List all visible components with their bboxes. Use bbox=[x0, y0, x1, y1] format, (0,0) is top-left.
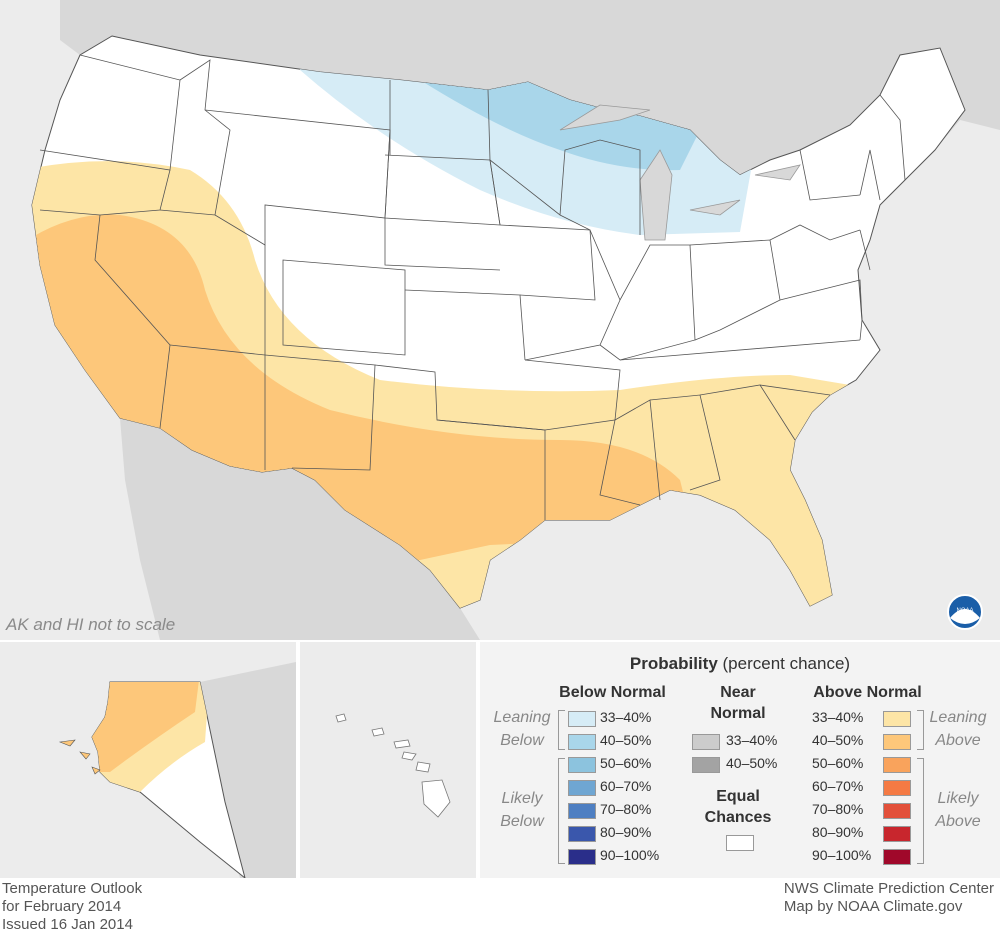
near-normal-item-label: 40–50% bbox=[726, 755, 778, 771]
leaning-below-label: Leaning Below bbox=[486, 706, 558, 752]
noaa-logo: NOAA bbox=[947, 594, 983, 630]
near-normal-header-2: Normal bbox=[710, 705, 766, 722]
map-credit: Map by NOAA Climate.gov bbox=[783, 898, 963, 915]
above-normal-item-swatch bbox=[883, 849, 911, 865]
leaning-above-1: Leaning bbox=[929, 709, 987, 726]
near-normal-item-label: 33–40% bbox=[726, 732, 778, 748]
hawaii-inset bbox=[300, 642, 476, 878]
likely-above-bracket bbox=[917, 758, 924, 864]
likely-above-2: Above bbox=[935, 813, 981, 830]
below-normal-item-swatch bbox=[568, 734, 596, 750]
outlook-period: for February 2014 bbox=[2, 898, 122, 915]
below-normal-item-label: 90–100% bbox=[600, 847, 660, 863]
alaska-inset-svg bbox=[58, 662, 296, 878]
alaska-above-40-50 bbox=[92, 682, 200, 772]
likely-below-2: Below bbox=[500, 813, 544, 830]
leaning-below-2: Below bbox=[500, 732, 544, 749]
likely-below-bracket bbox=[558, 758, 565, 864]
hawaii-islands bbox=[335, 713, 451, 818]
source-credit: NWS Climate Prediction Center bbox=[783, 880, 994, 897]
above-normal-item-label: 40–50% bbox=[812, 732, 864, 748]
above-normal-item-swatch bbox=[883, 757, 911, 773]
likely-above-label: Likely Above bbox=[922, 787, 994, 833]
equal-chances-swatch bbox=[726, 835, 754, 851]
above-normal-item-label: 60–70% bbox=[812, 778, 864, 794]
footer-right: NWS Climate Prediction Center Map by NOA… bbox=[784, 880, 994, 916]
below-normal-item-swatch bbox=[568, 757, 596, 773]
leaning-above-bracket bbox=[917, 710, 924, 750]
legend-title-rest: (percent chance) bbox=[717, 654, 851, 673]
leaning-below-bracket bbox=[558, 710, 565, 750]
above-normal-item-swatch bbox=[883, 826, 911, 842]
equal-chances-2: Chances bbox=[704, 809, 772, 826]
below-normal-item-label: 80–90% bbox=[600, 824, 652, 840]
likely-above-1: Likely bbox=[937, 790, 979, 807]
below-normal-item-label: 50–60% bbox=[600, 755, 652, 771]
conus-map: NOAA AK and HI not to scale bbox=[0, 0, 1000, 640]
below-normal-item-label: 70–80% bbox=[600, 801, 652, 817]
above-normal-item-swatch bbox=[883, 780, 911, 796]
footer-left: Temperature Outlook for February 2014 Is… bbox=[2, 880, 142, 934]
above-normal-item-label: 33–40% bbox=[812, 709, 864, 725]
aleutian-islands bbox=[58, 739, 101, 775]
near-normal-item-swatch bbox=[692, 734, 720, 750]
leaning-above-2: Above bbox=[935, 732, 981, 749]
canada-land-ak bbox=[200, 662, 296, 878]
conus-map-svg: NOAA bbox=[31, 0, 1000, 640]
leaning-above-label: Leaning Above bbox=[922, 706, 994, 752]
below-normal-item-swatch bbox=[568, 803, 596, 819]
alaska-inset bbox=[0, 642, 296, 878]
mexico-land bbox=[120, 418, 480, 640]
below-normal-item-label: 33–40% bbox=[600, 709, 652, 725]
outlook-title: Temperature Outlook bbox=[2, 880, 143, 897]
noaa-logo-text: NOAA bbox=[956, 608, 973, 614]
below-normal-item-swatch bbox=[568, 849, 596, 865]
state-boundaries bbox=[39, 54, 906, 520]
legend: Probability (percent chance) Below Norma… bbox=[480, 642, 1000, 878]
above-normal-header: Above Normal bbox=[813, 684, 922, 701]
likely-below-label: Likely Below bbox=[486, 787, 558, 833]
below-normal-item-swatch bbox=[568, 780, 596, 796]
near-normal-item-swatch bbox=[692, 757, 720, 773]
scale-note: AK and HI not to scale bbox=[6, 615, 176, 634]
legend-title: Probability (percent chance) bbox=[480, 654, 1000, 674]
likely-below-1: Likely bbox=[501, 790, 543, 807]
equal-chances-1: Equal bbox=[716, 788, 760, 805]
below-normal-item-label: 40–50% bbox=[600, 732, 652, 748]
above-normal-item-label: 50–60% bbox=[812, 755, 864, 771]
great-lakes bbox=[559, 104, 801, 241]
above-normal-item-swatch bbox=[883, 803, 911, 819]
leaning-below-1: Leaning bbox=[493, 709, 551, 726]
below-normal-item-swatch bbox=[568, 711, 596, 727]
below-normal-item-swatch bbox=[568, 826, 596, 842]
above-normal-item-label: 90–100% bbox=[812, 847, 872, 863]
above-normal-item-label: 80–90% bbox=[812, 824, 864, 840]
below-normal-header: Below Normal bbox=[559, 684, 666, 701]
near-normal-header-1: Near bbox=[720, 684, 756, 701]
outlook-issued: Issued 16 Jan 2014 bbox=[2, 916, 133, 933]
above-normal-item-label: 70–80% bbox=[812, 801, 864, 817]
legend-title-bold: Probability bbox=[629, 654, 718, 673]
canada-land bbox=[60, 0, 1000, 175]
hawaii-inset-svg bbox=[335, 713, 451, 818]
above-normal-item-swatch bbox=[883, 734, 911, 750]
below-normal-item-label: 60–70% bbox=[600, 778, 652, 794]
above-normal-item-swatch bbox=[883, 711, 911, 727]
